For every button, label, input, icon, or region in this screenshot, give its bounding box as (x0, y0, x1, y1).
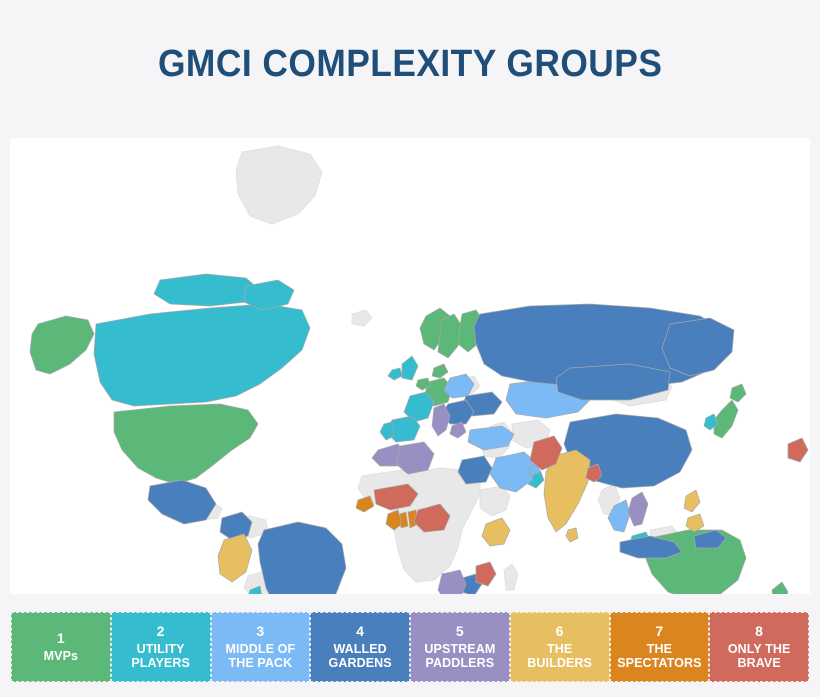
region-vietnam (627, 491, 649, 527)
region-brazil (257, 521, 347, 594)
legend-label-1: MVPs (43, 649, 79, 664)
region-philippines (683, 489, 701, 513)
legend-label-5: UPSTREAM PADDLERS (424, 642, 496, 671)
region-mali (373, 483, 419, 511)
legend: 1 MVPs 2 UTILITY PLAYERS 3 MIDDLE OF THE… (11, 612, 809, 682)
legend-number-3: 3 (256, 622, 265, 639)
title-bar: GMCI COMPLEXITY GROUPS (0, 0, 820, 128)
region-madagascar (503, 563, 519, 591)
region-namibia (437, 569, 467, 594)
legend-number-6: 6 (555, 622, 564, 639)
legend-number-7: 7 (655, 622, 664, 639)
legend-label-3: MIDDLE OF THE PACK (225, 642, 296, 671)
region-ghana (385, 509, 403, 531)
legend-item-3[interactable]: 3 MIDDLE OF THE PACK (210, 612, 311, 682)
region-greenland (235, 145, 323, 225)
region-baffin (243, 279, 295, 311)
region-japan-north (729, 383, 747, 403)
region-alaska (29, 315, 95, 375)
legend-item-7[interactable]: 7 THE SPECTATORS (609, 612, 710, 682)
region-iran (787, 437, 809, 463)
region-philippines-south (685, 513, 705, 533)
region-canada (93, 303, 311, 407)
region-zimbabwe (475, 561, 497, 587)
legend-item-8[interactable]: 8 ONLY THE BRAVE (709, 612, 809, 682)
region-united-states (113, 403, 259, 485)
region-india (543, 449, 591, 533)
region-new-zealand (771, 581, 789, 594)
legend-number-1: 1 (56, 629, 65, 646)
legend-label-7: THE SPECTATORS (617, 642, 702, 671)
region-pakistan (529, 435, 563, 471)
region-turkey (467, 425, 515, 451)
region-uae (527, 463, 541, 477)
region-russia-east (661, 317, 735, 377)
region-togo (399, 511, 409, 529)
region-russia-siberia (555, 363, 671, 401)
region-papua-new-guinea (693, 529, 727, 549)
region-portugal (379, 421, 395, 441)
region-peru (217, 533, 253, 583)
world-map: .c { stroke:#a8a8a8; stroke-width:0.7; s… (10, 138, 810, 594)
legend-item-1[interactable]: 1 MVPs (11, 612, 111, 682)
region-sri-lanka (565, 527, 579, 543)
legend-item-6[interactable]: 6 THE BUILDERS (509, 612, 610, 682)
legend-number-8: 8 (755, 622, 764, 639)
region-denmark (431, 363, 449, 379)
region-italy (431, 403, 451, 437)
region-nigeria (413, 503, 451, 533)
region-bangladesh (585, 463, 603, 483)
region-greece (449, 421, 467, 439)
legend-number-5: 5 (455, 622, 464, 639)
region-indonesia (619, 535, 683, 559)
map-card: .c { stroke:#a8a8a8; stroke-width:0.7; s… (10, 138, 810, 594)
legend-number-4: 4 (356, 622, 365, 639)
region-ireland (387, 367, 403, 381)
region-iceland (351, 309, 373, 327)
region-senegal (355, 495, 375, 513)
legend-label-6: THE BUILDERS (527, 642, 592, 671)
legend-label-4: WALLED GARDENS (328, 642, 392, 671)
region-france (403, 391, 435, 423)
region-thailand (607, 499, 631, 533)
region-sweden (437, 313, 463, 359)
legend-item-4[interactable]: 4 WALLED GARDENS (310, 612, 410, 682)
region-netherlands (415, 377, 431, 391)
region-mexico (147, 479, 217, 525)
legend-label-8: ONLY THE BRAVE (727, 642, 791, 671)
region-chile (248, 585, 262, 594)
region-south-korea (703, 413, 719, 431)
region-algeria (395, 441, 435, 475)
region-egypt (457, 455, 493, 485)
legend-item-5[interactable]: 5 UPSTREAM PADDLERS (410, 612, 510, 682)
region-colombia (219, 511, 253, 541)
region-kenya (481, 517, 511, 547)
region-saudi-arabia (489, 451, 537, 493)
page-title: GMCI COMPLEXITY GROUPS (157, 42, 663, 85)
legend-number-2: 2 (156, 622, 165, 639)
legend-label-2: UTILITY PLAYERS (131, 642, 190, 671)
legend-item-2[interactable]: 2 UTILITY PLAYERS (110, 612, 211, 682)
